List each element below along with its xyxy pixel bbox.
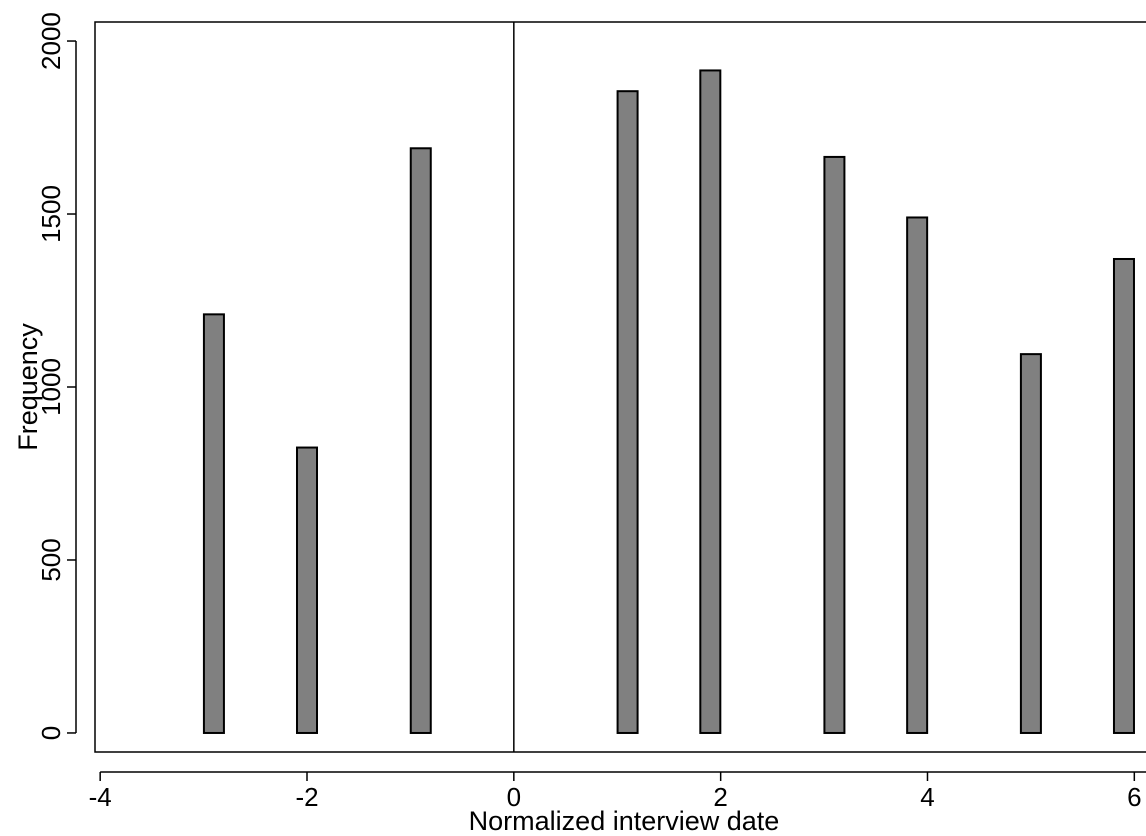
y-tick-label: 500 xyxy=(36,538,66,581)
bar xyxy=(616,90,639,734)
y-axis: 0 500 1000 1500 2000 xyxy=(36,12,77,740)
bar xyxy=(906,216,929,734)
y-tick-label: 1000 xyxy=(36,358,66,416)
y-tick-label: 0 xyxy=(36,726,66,740)
bar xyxy=(699,69,722,734)
bar xyxy=(1112,257,1135,734)
bar xyxy=(409,147,432,734)
y-axis-title: Frequency xyxy=(13,323,43,451)
x-axis: -4 -2 0 2 4 6 xyxy=(89,771,1146,812)
bar xyxy=(1019,353,1042,734)
y-tick-label: 2000 xyxy=(36,12,66,70)
y-tick-label: 1500 xyxy=(36,185,66,243)
bar xyxy=(202,313,225,734)
plot-frame xyxy=(94,21,1146,753)
bars xyxy=(202,69,1135,734)
x-tick-label: 0 xyxy=(507,782,521,812)
x-tick-label: -4 xyxy=(89,782,112,812)
x-tick-label: 6 xyxy=(1127,782,1141,812)
bar xyxy=(823,155,846,734)
x-tick-label: 4 xyxy=(920,782,934,812)
bar xyxy=(296,446,318,734)
x-axis-title: Normalized interview date xyxy=(469,806,780,836)
x-tick-label: -2 xyxy=(295,782,318,812)
x-tick-label: 2 xyxy=(713,782,727,812)
